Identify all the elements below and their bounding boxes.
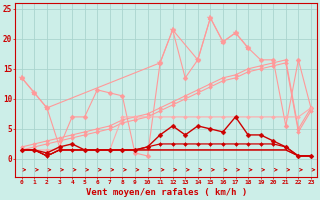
X-axis label: Vent moyen/en rafales ( km/h ): Vent moyen/en rafales ( km/h )	[86, 188, 247, 197]
